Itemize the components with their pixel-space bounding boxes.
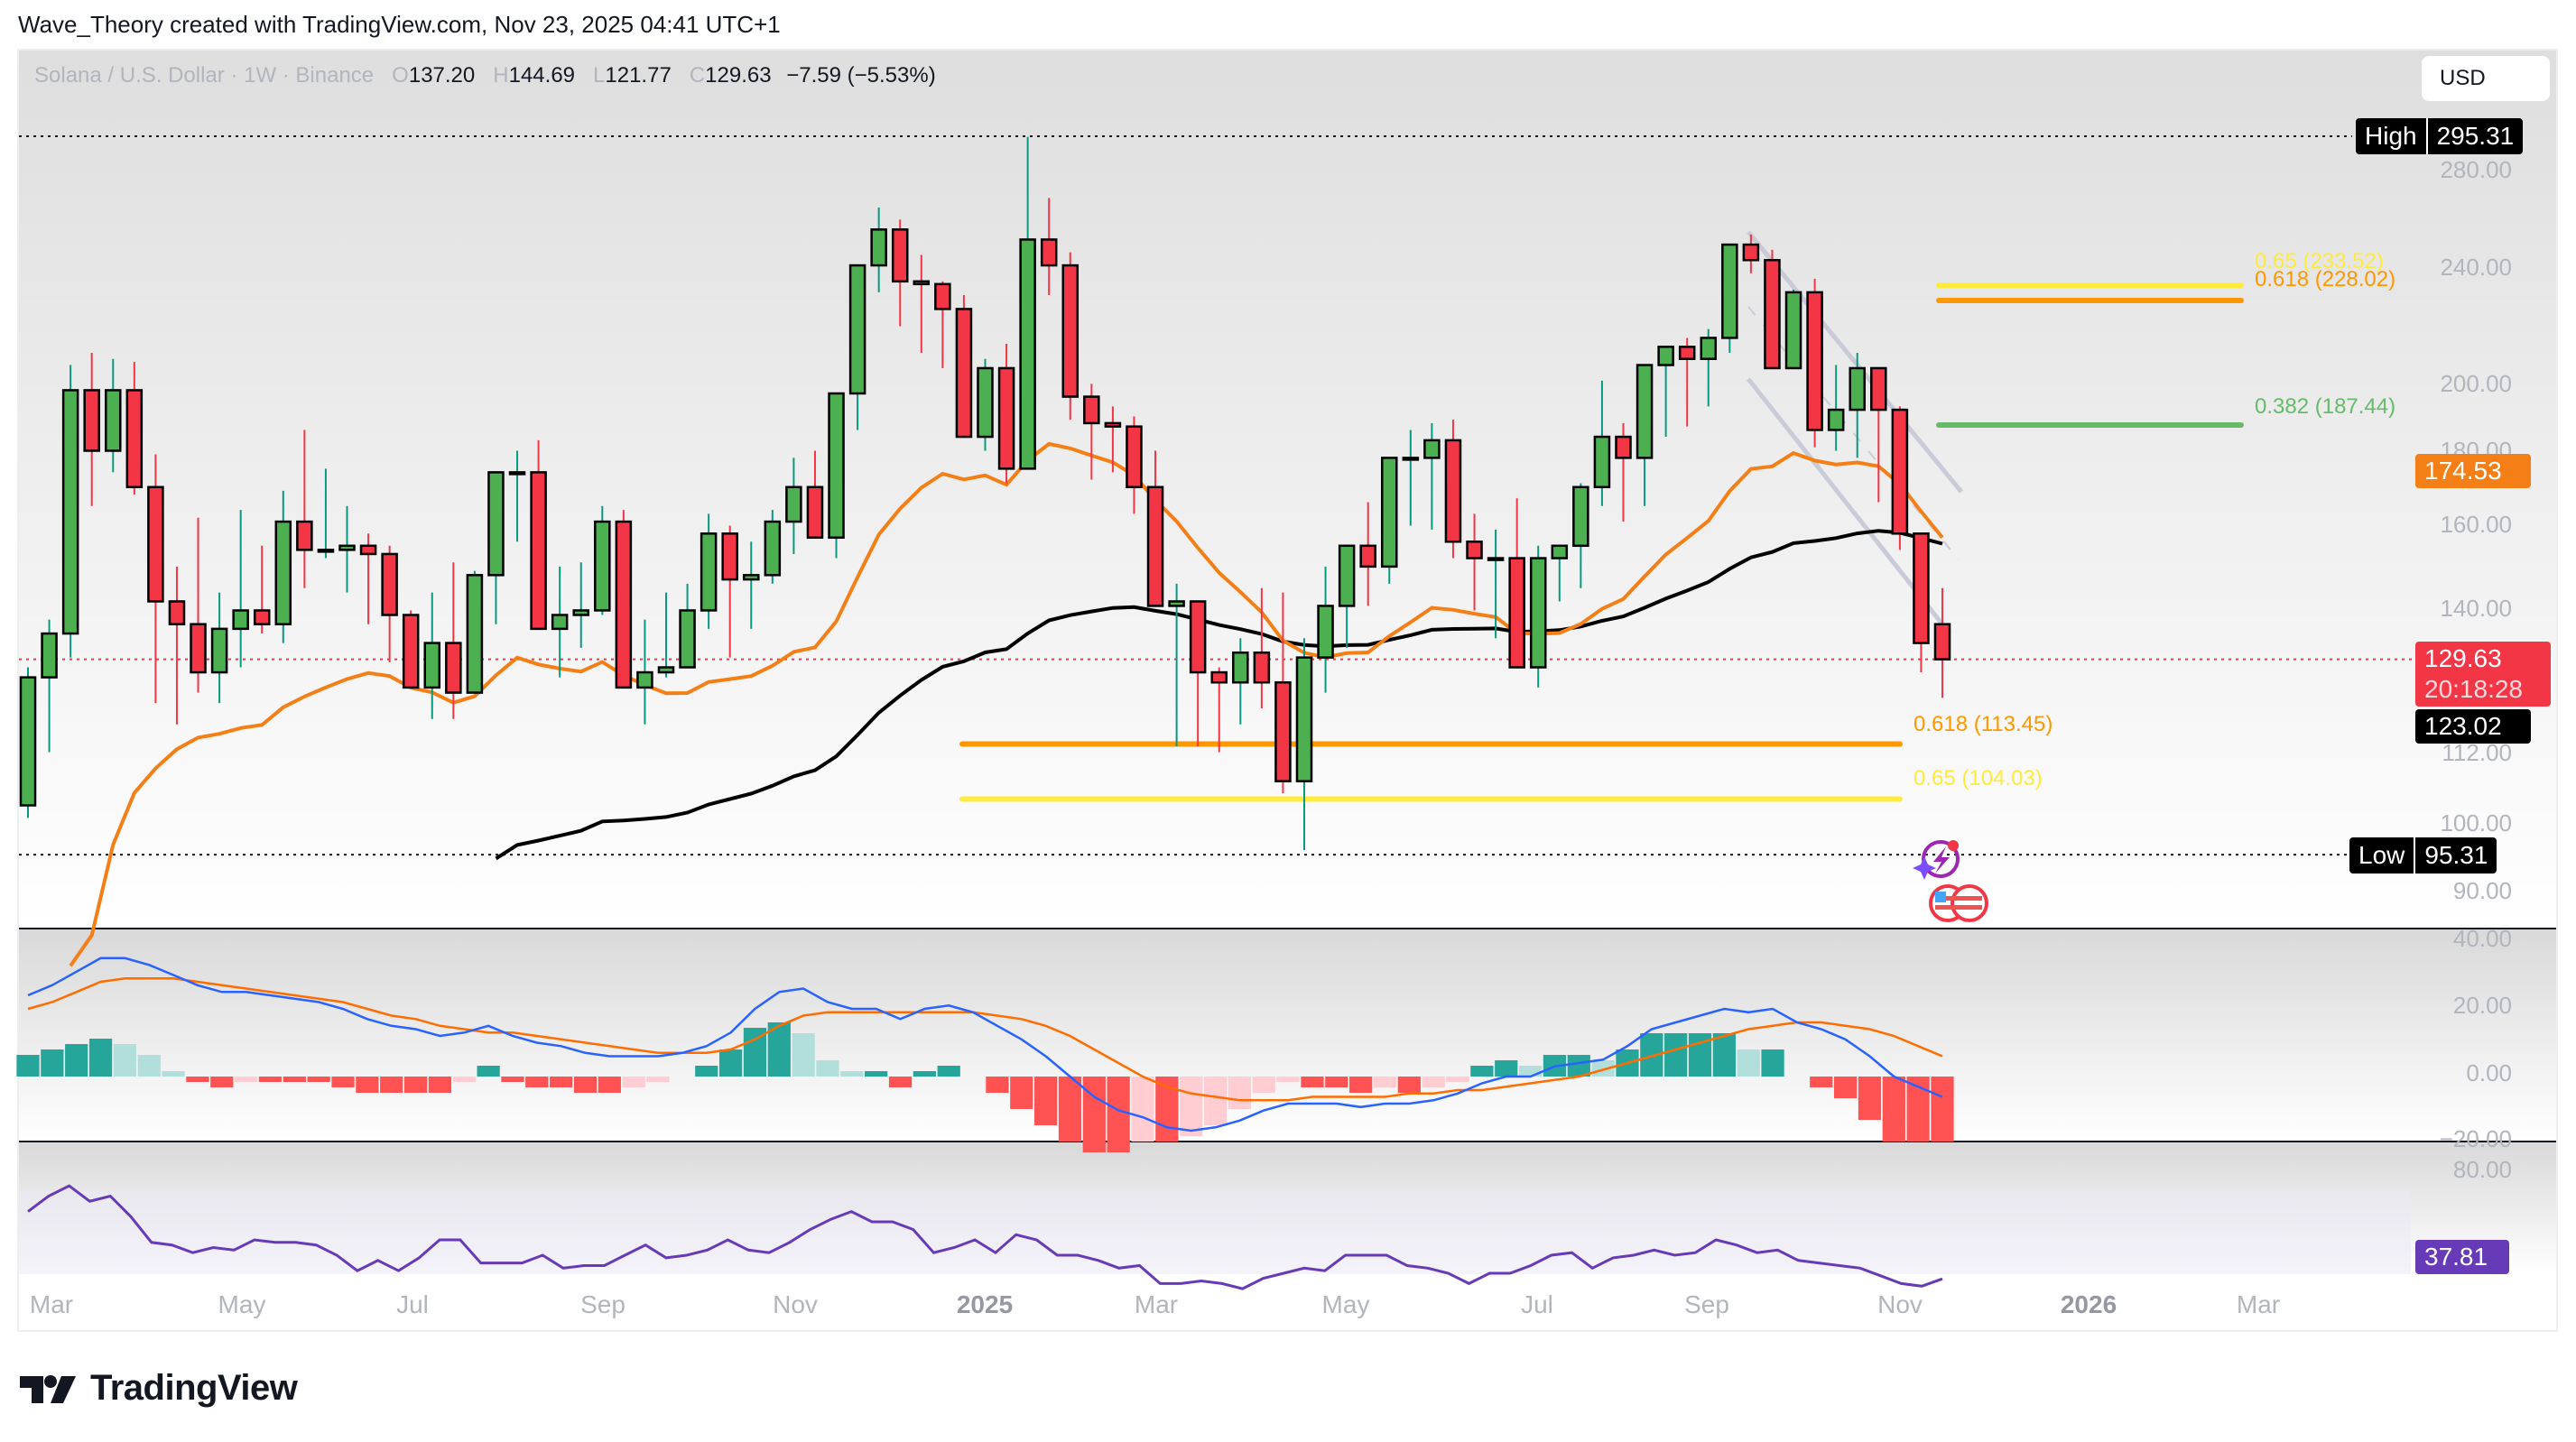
last-price-value: 129.63 [2424,644,2502,672]
last-price-tag: 129.63 20:18:28 [2415,642,2551,707]
macd-pane-bg [19,929,2556,1141]
macd-tick: −20.00 [2439,1125,2512,1152]
time-tick: Jul [1521,1290,1553,1318]
fib-label-0382: 0.382 (187.44) [2255,394,2396,419]
macd-indicator [16,957,1954,1152]
price-tick: 90.00 [2452,877,2512,904]
candlesticks [19,136,1951,851]
macd-tick: 0.00 [2466,1059,2512,1086]
time-tick: May [218,1290,266,1318]
chart-credit: Wave_Theory created with TradingView.com… [18,11,781,38]
time-tick: Mar [1134,1290,1179,1318]
price-tick: 280.00 [2440,156,2512,183]
ema-50-line [69,441,1944,967]
price-change: −7.59 (−5.53%) [786,63,936,88]
fib-label-0618-lower: 0.618 (113.45) [1913,712,2053,736]
price-tick: 160.00 [2440,511,2512,538]
tradingview-logo-icon [20,1374,76,1403]
tradingview-logo[interactable]: TradingView [20,1368,298,1409]
low-label: L [593,63,606,88]
open-label: O [392,63,409,88]
time-tick: Nov [773,1290,818,1318]
high-tag-label: High [2365,122,2417,150]
fib-label-065-upper: 0.65 (233.52) [2255,249,2384,273]
macd-tick: 20.00 [2452,992,2512,1019]
tradingview-logo-text: TradingView [90,1368,298,1408]
price-tick: 100.00 [2440,809,2512,837]
currency-button[interactable]: USD [2422,56,2550,101]
time-tick: Sep [580,1290,625,1318]
ema-200-line [495,529,1943,861]
rsi-value-tag: 37.81 [2415,1240,2509,1274]
time-tick: Sep [1684,1290,1729,1318]
low-price-tag: Low 95.31 [2349,837,2497,874]
time-tick: Jul [396,1290,429,1318]
low-tag-label: Low [2358,841,2405,869]
economic-events-icons[interactable] [1913,840,1988,922]
price-tick: 140.00 [2440,595,2512,622]
ema-200-price-tag: 123.02 [2415,709,2531,744]
price-tick: 200.00 [2440,370,2512,397]
price-tick: 112.00 [2442,739,2512,766]
price-tick: 240.00 [2440,254,2512,281]
time-tick: 2025 [956,1290,1014,1318]
fib-label-0618-upper: 0.618 (228.02) [2255,267,2396,291]
us-flag-event-icon [1951,884,1988,922]
close-label: C [689,63,706,88]
rsi-tick: 80.00 [2452,1156,2512,1183]
symbol-legend[interactable]: Solana / U.S. Dollar · 1W · Binance O137… [34,63,936,88]
macd-tick: 40.00 [2452,925,2512,952]
time-tick: May [1321,1290,1370,1318]
low-tag-value: 95.31 [2424,841,2488,869]
low-value: 121.77 [605,63,672,88]
high-label: H [493,63,509,88]
time-tick: Mar [29,1290,74,1318]
time-tick: 2026 [2060,1290,2117,1318]
price-pane-bg [19,51,2556,928]
high-tag-value: 295.31 [2436,122,2515,150]
fibonacci-levels [959,282,2244,802]
rsi-indicator [27,1184,1943,1290]
close-value: 129.63 [705,63,772,88]
high-value: 144.69 [508,63,576,88]
high-price-tag: High 295.31 [2356,118,2524,154]
bar-countdown: 20:18:28 [2424,675,2523,703]
fib-label-065-lower: 0.65 (104.03) [1913,766,2043,790]
open-value: 137.20 [408,63,476,88]
sparkle-icon [1913,856,1936,880]
symbol-name[interactable]: Solana / U.S. Dollar · 1W · Binance [34,63,375,88]
ema-50-price-tag: 174.53 [2415,454,2531,488]
time-tick: Nov [1877,1290,1923,1318]
time-tick: Mar [2236,1290,2281,1318]
